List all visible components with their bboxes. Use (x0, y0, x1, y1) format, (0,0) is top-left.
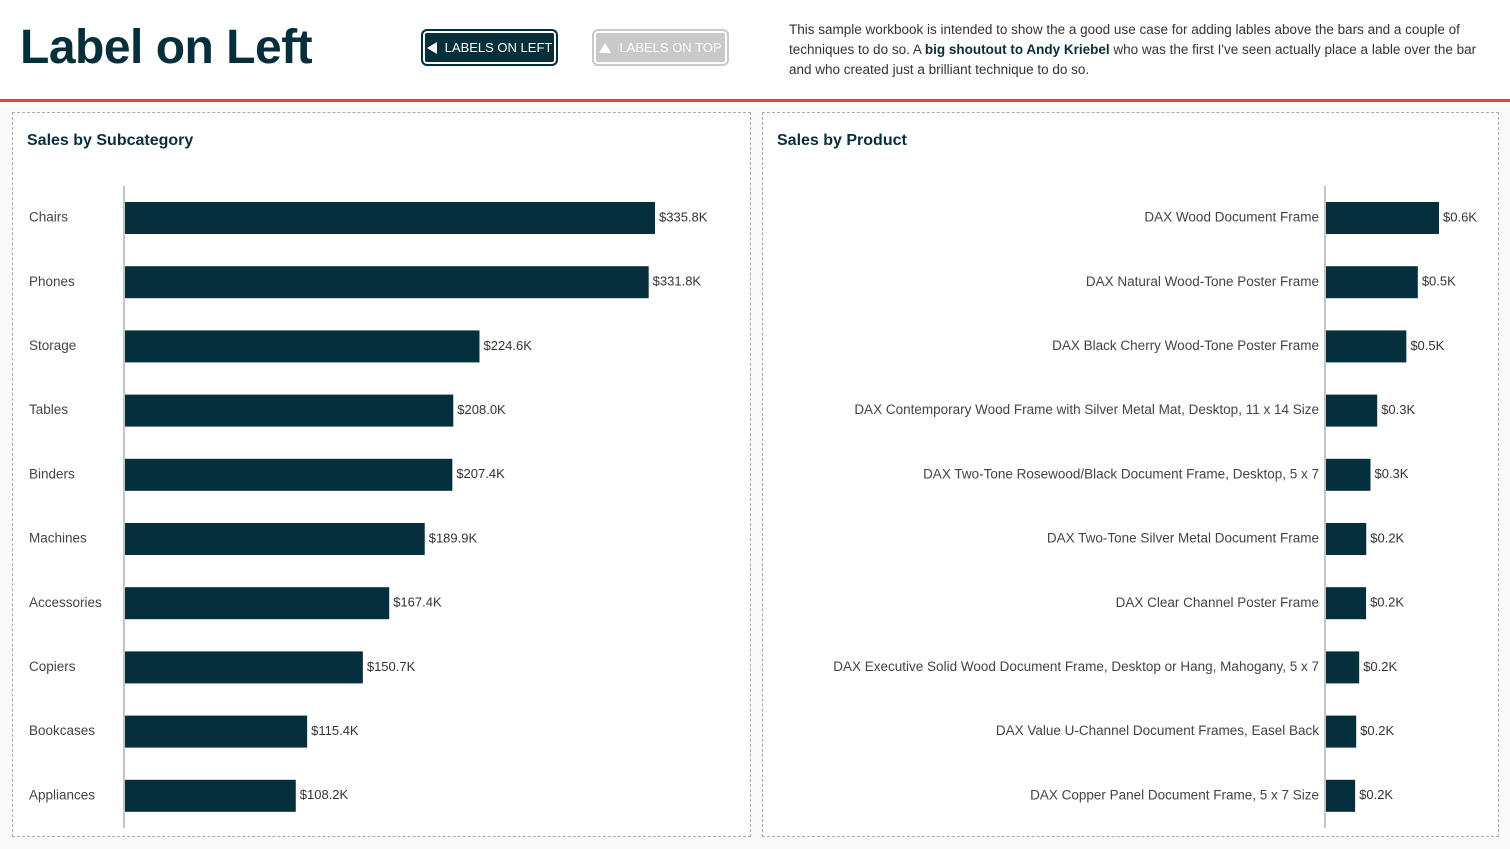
category-label: DAX Black Cherry Wood-Tone Poster Frame (1052, 338, 1319, 353)
chart-panel: Sales by Subcategory Chairs $335.8K Phones $… (12, 112, 751, 837)
category-label: DAX Two-Tone Silver Metal Document Frame (1047, 531, 1319, 546)
bar (125, 779, 296, 812)
category-label: Copiers (29, 659, 76, 674)
bar (125, 266, 649, 299)
value-label: $0.2K (1360, 723, 1394, 738)
bar (125, 587, 390, 620)
value-label: $0.5K (1422, 274, 1456, 289)
category-label: Appliances (29, 787, 95, 802)
category-label: DAX Contemporary Wood Frame with Silver … (854, 402, 1319, 417)
value-label: $0.5K (1410, 338, 1444, 353)
description-text: who was the first I've seen actually pla… (789, 42, 1477, 77)
category-label: Chairs (29, 210, 68, 225)
bar (1326, 651, 1360, 684)
category-label: Machines (29, 531, 87, 546)
category-label: Accessories (29, 595, 102, 610)
value-label: $0.2K (1370, 595, 1404, 610)
category-label: DAX Value U-Channel Document Frames, Eas… (996, 723, 1319, 738)
bar (1326, 202, 1439, 234)
bar (125, 394, 454, 427)
bar (1326, 587, 1367, 620)
bar (125, 651, 363, 684)
value-label: $150.7K (367, 659, 416, 674)
chart: Sales by Product DAX Wood Document Frame $… (777, 132, 1477, 828)
bar (1326, 394, 1378, 427)
value-label: $0.2K (1359, 787, 1393, 802)
labels-left-button[interactable]: LABELS ON LEFT (421, 29, 558, 66)
bar (125, 202, 655, 234)
header: Label on Left LABELS ON LEFT LABELS ON T… (0, 0, 1510, 102)
bar (125, 715, 308, 748)
description-bold: big shoutout to Andy Kriebel (924, 42, 1110, 57)
bar (1326, 458, 1371, 491)
bar (125, 458, 453, 491)
category-label: Phones (29, 274, 75, 289)
value-label: $224.6K (483, 338, 532, 353)
bar (125, 330, 480, 363)
value-label: $115.4K (311, 723, 359, 738)
value-label: $0.3K (1374, 466, 1408, 481)
button-label: LABELS ON TOP (619, 40, 722, 55)
category-label: Storage (29, 338, 76, 353)
category-label: Bookcases (29, 723, 95, 738)
page-title: Label on Left (20, 21, 313, 74)
bar (125, 523, 425, 555)
category-label: DAX Clear Channel Poster Frame (1116, 595, 1319, 610)
bar (1326, 330, 1407, 363)
button-label: LABELS ON LEFT (444, 40, 553, 55)
value-label: $0.2K (1370, 530, 1404, 545)
category-label: Binders (29, 466, 75, 481)
value-label: $189.9K (429, 530, 478, 545)
category-label: DAX Copper Panel Document Frame, 5 x 7 S… (1030, 787, 1319, 802)
bar (1326, 715, 1357, 748)
chart-title: Sales by Product (777, 132, 907, 149)
value-label: $331.8K (653, 274, 702, 289)
left-arrow-icon (426, 41, 437, 54)
bar (1326, 266, 1418, 299)
description-text: This sample workbook is intended to show… (789, 22, 1460, 57)
value-label: $207.4K (456, 466, 505, 481)
bar (1326, 779, 1356, 812)
chart-panel: Sales by Product DAX Wood Document Frame $… (762, 112, 1499, 837)
category-label: Tables (29, 402, 68, 417)
value-label: $208.0K (457, 402, 506, 417)
chart-title: Sales by Subcategory (27, 132, 193, 149)
up-arrow-icon (599, 42, 612, 53)
value-label: $108.2K (300, 787, 349, 802)
value-label: $0.2K (1363, 659, 1397, 674)
category-label: DAX Two-Tone Rosewood/Black Document Fra… (923, 466, 1319, 481)
category-label: DAX Natural Wood-Tone Poster Frame (1086, 274, 1319, 289)
value-label: $0.6K (1443, 209, 1477, 224)
value-label: $335.8K (659, 209, 708, 224)
labels-top-button[interactable]: LABELS ON TOP (592, 29, 729, 66)
description: This sample workbook is intended to show… (789, 20, 1489, 80)
chart: Sales by Subcategory Chairs $335.8K Phones $… (27, 132, 708, 828)
category-label: DAX Wood Document Frame (1144, 210, 1319, 225)
category-label: DAX Executive Solid Wood Document Frame,… (833, 659, 1319, 674)
value-label: $167.4K (393, 595, 442, 610)
bar (1326, 523, 1367, 555)
value-label: $0.3K (1381, 402, 1415, 417)
